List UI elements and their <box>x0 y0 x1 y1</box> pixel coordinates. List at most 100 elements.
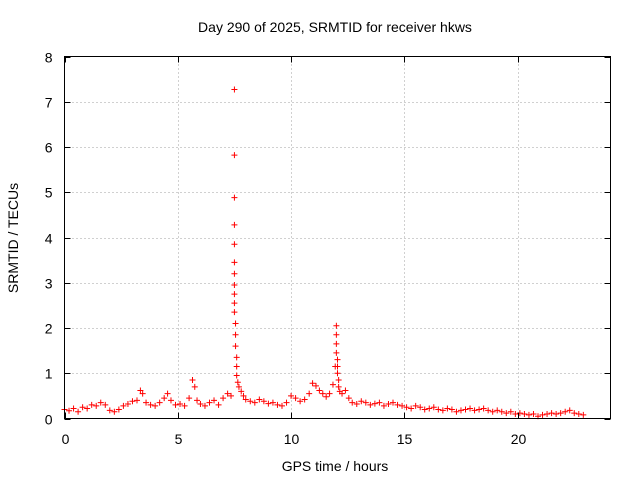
data-point <box>516 410 523 417</box>
data-point <box>269 399 276 406</box>
data-point <box>191 383 198 390</box>
data-point <box>376 399 383 406</box>
data-point <box>247 398 254 405</box>
data-point <box>111 408 118 415</box>
data-point <box>430 404 437 411</box>
data-point <box>498 408 505 415</box>
x-tick-label: 15 <box>397 431 413 447</box>
data-point <box>231 300 238 307</box>
data-point <box>137 387 144 394</box>
data-point <box>265 400 272 407</box>
data-point <box>367 401 374 408</box>
data-point <box>306 390 313 397</box>
data-point <box>580 411 587 418</box>
data-point <box>84 405 91 412</box>
data-point <box>278 402 285 409</box>
data-point <box>238 388 245 395</box>
data-point <box>457 407 464 414</box>
data-point <box>164 390 171 397</box>
y-tick-label: 4 <box>45 231 53 247</box>
data-point <box>335 383 342 390</box>
data-point <box>70 405 77 412</box>
data-point <box>231 259 238 266</box>
data-point <box>233 354 240 361</box>
data-point <box>548 410 555 417</box>
y-tick-label: 0 <box>45 412 53 428</box>
x-tick-label: 0 <box>62 431 70 447</box>
data-point <box>88 401 95 408</box>
data-point <box>124 401 131 408</box>
data-points <box>61 86 587 420</box>
data-point <box>525 411 532 418</box>
data-point <box>156 399 163 406</box>
data-point <box>444 405 451 412</box>
data-point <box>544 410 551 417</box>
data-point <box>231 291 238 298</box>
data-point <box>231 221 238 228</box>
data-point <box>345 395 352 402</box>
data-point <box>232 320 239 327</box>
x-tick-label: 10 <box>284 431 300 447</box>
data-point <box>120 402 127 409</box>
data-point <box>235 383 242 390</box>
data-point <box>334 363 341 370</box>
y-tick-label: 5 <box>45 185 53 201</box>
data-point <box>231 152 238 159</box>
data-point <box>462 406 469 413</box>
data-point <box>494 407 501 414</box>
data-point <box>224 390 231 397</box>
data-point <box>231 270 238 277</box>
data-point <box>521 410 528 417</box>
data-point <box>333 331 340 338</box>
data-point <box>231 282 238 289</box>
data-point <box>301 396 308 403</box>
data-point <box>333 340 340 347</box>
data-point <box>240 392 247 399</box>
data-point <box>553 410 560 417</box>
data-point <box>172 401 179 408</box>
data-point <box>323 393 330 400</box>
data-point <box>139 390 146 397</box>
data-point <box>448 406 455 413</box>
data-point <box>358 398 365 405</box>
y-axis-label: SRMTID / TECUs <box>5 183 21 293</box>
data-point <box>394 401 401 408</box>
data-point <box>93 402 100 409</box>
data-point <box>476 406 483 413</box>
data-point <box>371 400 378 407</box>
data-point <box>102 401 109 408</box>
data-point <box>557 410 564 417</box>
data-point <box>152 402 159 409</box>
data-point <box>435 406 442 413</box>
data-point <box>161 395 168 402</box>
data-point <box>319 390 326 397</box>
data-point <box>232 331 239 338</box>
data-point <box>106 407 113 414</box>
data-point <box>206 399 213 406</box>
x-axis-label: GPS time / hours <box>282 458 389 474</box>
data-point <box>147 401 154 408</box>
data-point <box>231 86 238 93</box>
data-point <box>309 380 316 387</box>
axis-ticks: 0 1 2 3 4 5 6 7 8 0 5 10 15 20 <box>45 50 611 447</box>
x-tick-label: 5 <box>175 431 183 447</box>
data-point <box>335 377 342 384</box>
data-point <box>417 404 424 411</box>
y-tick-label: 6 <box>45 140 53 156</box>
data-point <box>385 401 392 408</box>
data-point <box>242 396 249 403</box>
data-point <box>334 356 341 363</box>
data-point <box>412 402 419 409</box>
data-point <box>408 405 415 412</box>
data-point <box>211 397 218 404</box>
data-point <box>403 404 410 411</box>
data-point <box>133 397 140 404</box>
data-point <box>228 392 235 399</box>
plot-frame <box>64 56 611 419</box>
data-point <box>215 401 222 408</box>
data-point <box>256 396 263 403</box>
data-point <box>530 410 537 417</box>
data-point <box>312 382 319 389</box>
x-tick-label: 20 <box>511 431 527 447</box>
data-point <box>467 405 474 412</box>
